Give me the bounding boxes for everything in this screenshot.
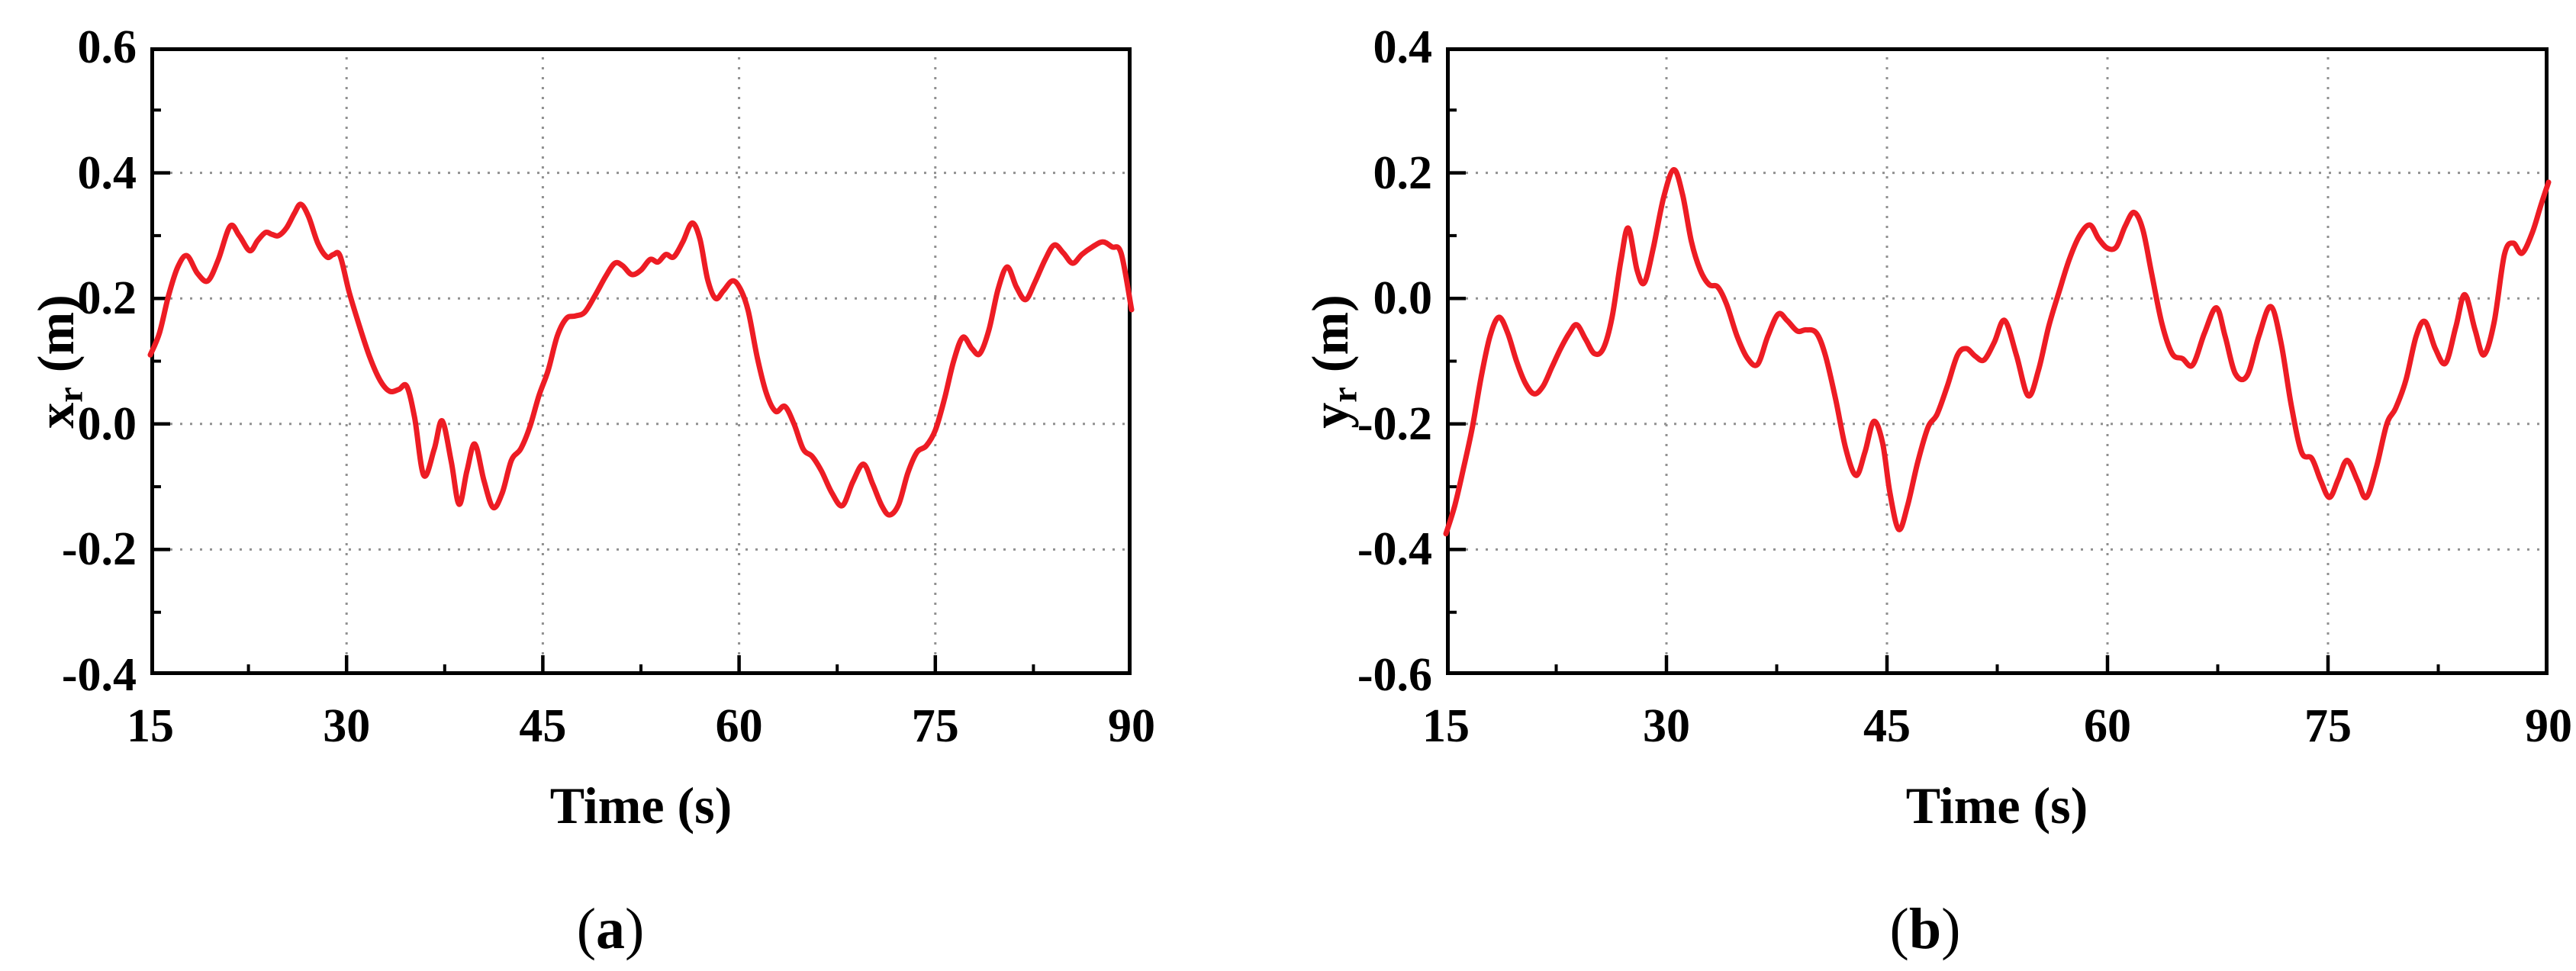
plot-area-b <box>1443 47 2552 675</box>
x-tick-label: 15 <box>1422 700 1470 752</box>
caption-a-close: ) <box>625 897 645 961</box>
y-tick-label: 0.4 <box>77 146 137 199</box>
x-tick-label: 75 <box>2304 700 2352 752</box>
caption-a: (a) <box>577 900 645 958</box>
x-tick-label: 15 <box>127 700 174 752</box>
x-tick-label: 30 <box>323 700 371 752</box>
caption-a-letter: a <box>596 897 625 961</box>
x-tick-label: 60 <box>715 700 763 752</box>
plot-border <box>1446 47 2549 675</box>
x-tick-label: 90 <box>1108 700 1155 752</box>
x-axis-title-a: Time (s) <box>549 776 733 834</box>
caption-b-letter: b <box>1908 897 1942 961</box>
caption-b-close: ) <box>1941 897 1961 961</box>
y-tick-label: 0.0 <box>77 397 137 450</box>
series-curve-x_r <box>147 201 1135 518</box>
x-tick-label: 30 <box>1643 700 1690 752</box>
y-tick-label: 0.0 <box>1373 272 1433 325</box>
caption-b-open: ( <box>1889 897 1909 961</box>
y-tick-label: -0.6 <box>1357 649 1432 701</box>
y-axis-var-b: y <box>1301 402 1360 429</box>
x-tick-label: 75 <box>911 700 959 752</box>
y-tick-label: 0.6 <box>77 21 137 73</box>
series-curve-y_r <box>1443 167 2552 537</box>
x-axis-title-b: Time (s) <box>1905 776 2088 834</box>
y-axis-unit-b: (m) <box>1301 294 1360 373</box>
y-tick-label: -0.2 <box>61 523 137 576</box>
x-tick-label: 90 <box>2525 700 2572 752</box>
caption-a-open: ( <box>576 897 596 961</box>
x-tick-label: 45 <box>519 700 567 752</box>
y-tick-label: -0.4 <box>61 649 137 701</box>
x-tick-label: 45 <box>1863 700 1911 752</box>
y-tick-label: -0.2 <box>1357 397 1432 450</box>
y-tick-label: 0.4 <box>1373 21 1433 73</box>
y-tick-label: 0.2 <box>77 272 137 325</box>
y-axis-title-b: yr(m) <box>1301 294 1365 429</box>
y-tick-label: -0.4 <box>1357 523 1432 576</box>
caption-b: (b) <box>1890 900 1961 958</box>
x-tick-label: 60 <box>2084 700 2131 752</box>
plot-area-a <box>147 47 1135 675</box>
y-tick-label: 0.2 <box>1373 146 1433 199</box>
plot-border <box>150 47 1132 675</box>
